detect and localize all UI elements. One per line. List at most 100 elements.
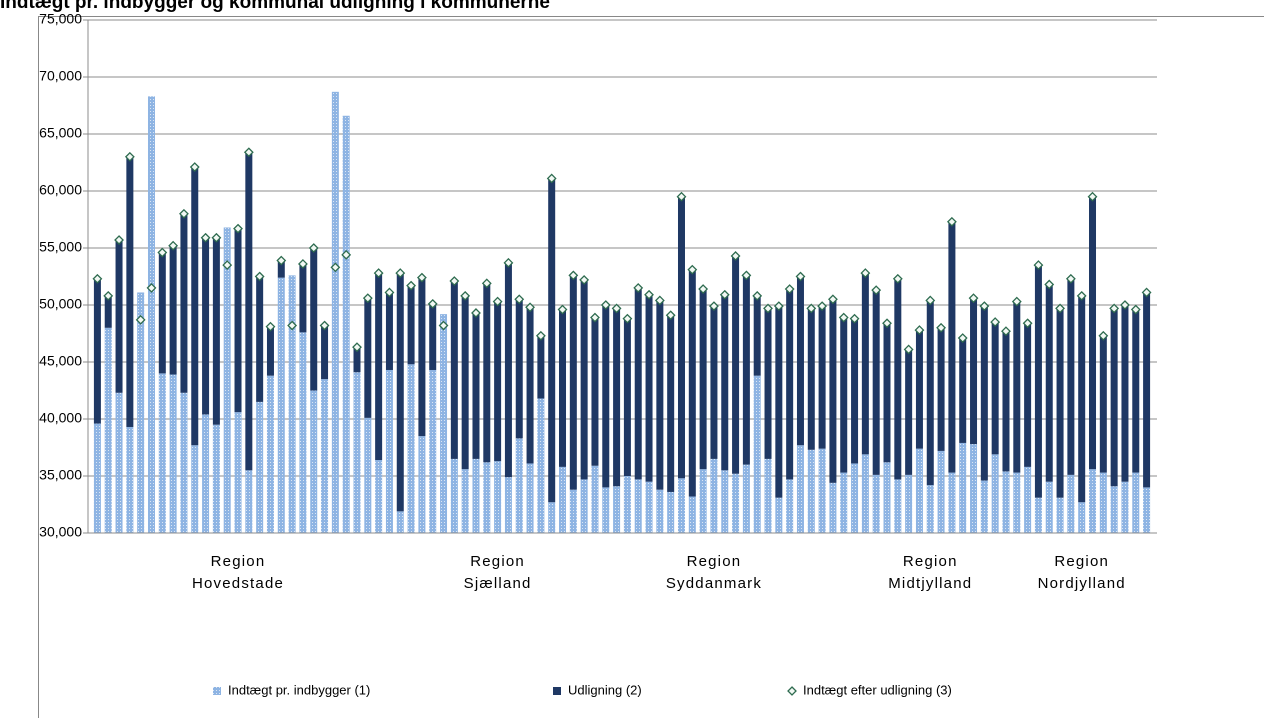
bar [635, 479, 642, 533]
bar [202, 414, 209, 533]
bar [235, 229, 242, 413]
bar [927, 300, 934, 485]
bar [602, 305, 609, 487]
bar [429, 370, 436, 533]
bar [591, 318, 598, 466]
bar [483, 462, 490, 533]
bar [786, 479, 793, 533]
bar [721, 295, 728, 471]
bar [289, 275, 296, 533]
y-tick-label: 45,000 [39, 353, 82, 369]
bar [516, 299, 523, 438]
bar [310, 391, 317, 534]
bar [408, 286, 415, 365]
bar [256, 277, 263, 402]
bar [245, 152, 252, 470]
bar [884, 323, 891, 462]
bar [1111, 486, 1118, 533]
bar [602, 487, 609, 533]
bar [213, 425, 220, 533]
bar [527, 463, 534, 533]
x-tick-label: Region Sjælland [438, 551, 558, 595]
bar [213, 238, 220, 425]
bar [700, 289, 707, 469]
bar [364, 298, 371, 418]
bar [148, 96, 155, 533]
bar [1024, 467, 1031, 533]
bar [970, 444, 977, 533]
bar [862, 273, 869, 454]
bar [959, 443, 966, 533]
bar [1078, 296, 1085, 502]
bar [754, 376, 761, 533]
bar [537, 336, 544, 399]
bar [765, 308, 772, 458]
bar [1100, 473, 1107, 533]
bar [624, 476, 631, 533]
bar [256, 402, 263, 533]
bar [537, 398, 544, 533]
y-tick-label: 60,000 [39, 182, 82, 198]
bar [94, 279, 101, 424]
bar [245, 470, 252, 533]
bar [462, 469, 469, 533]
bar [1132, 473, 1139, 533]
bar [840, 473, 847, 533]
bar [613, 308, 620, 486]
bar [126, 427, 133, 533]
bar [1046, 482, 1053, 533]
bar [775, 498, 782, 533]
bar [732, 256, 739, 474]
bar [970, 298, 977, 444]
bar [689, 270, 696, 497]
bar [559, 467, 566, 533]
x-tick-label: Region Midtjylland [870, 551, 990, 595]
bar [1013, 473, 1020, 533]
bar [635, 288, 642, 480]
bar [819, 306, 826, 449]
bar [505, 477, 512, 533]
bar [1089, 197, 1096, 469]
y-tick-label: 75,000 [39, 11, 82, 27]
y-tick-label: 35,000 [39, 467, 82, 483]
bar [808, 450, 815, 533]
bar [1067, 475, 1074, 533]
bar [299, 264, 306, 332]
y-tick-label: 55,000 [39, 239, 82, 255]
bar [159, 373, 166, 533]
bar [894, 479, 901, 533]
bar [332, 92, 339, 533]
bar [884, 462, 891, 533]
bar [646, 295, 653, 482]
bar [418, 436, 425, 533]
bar [278, 278, 285, 533]
bar [775, 306, 782, 498]
bar [548, 502, 555, 533]
x-tick-label: Region Nordjylland [1022, 551, 1142, 595]
bar [310, 248, 317, 391]
bar [797, 277, 804, 446]
bar [916, 449, 923, 533]
bar [786, 289, 793, 479]
bar [451, 281, 458, 459]
bar [224, 227, 231, 533]
bar [992, 322, 999, 454]
bar [1121, 305, 1128, 482]
bar [1002, 471, 1009, 533]
bar [116, 240, 123, 393]
legend-marker [788, 687, 796, 695]
bar [808, 308, 815, 449]
bar [1046, 284, 1053, 481]
bar [126, 157, 133, 427]
bar [548, 178, 555, 502]
x-tick-label: Region Syddanmark [654, 551, 774, 595]
bar [1121, 482, 1128, 533]
bar [851, 319, 858, 464]
bar [678, 197, 685, 479]
bar [386, 292, 393, 370]
bar [180, 214, 187, 393]
bar [1057, 498, 1064, 533]
bar [343, 116, 350, 533]
bar [191, 445, 198, 533]
